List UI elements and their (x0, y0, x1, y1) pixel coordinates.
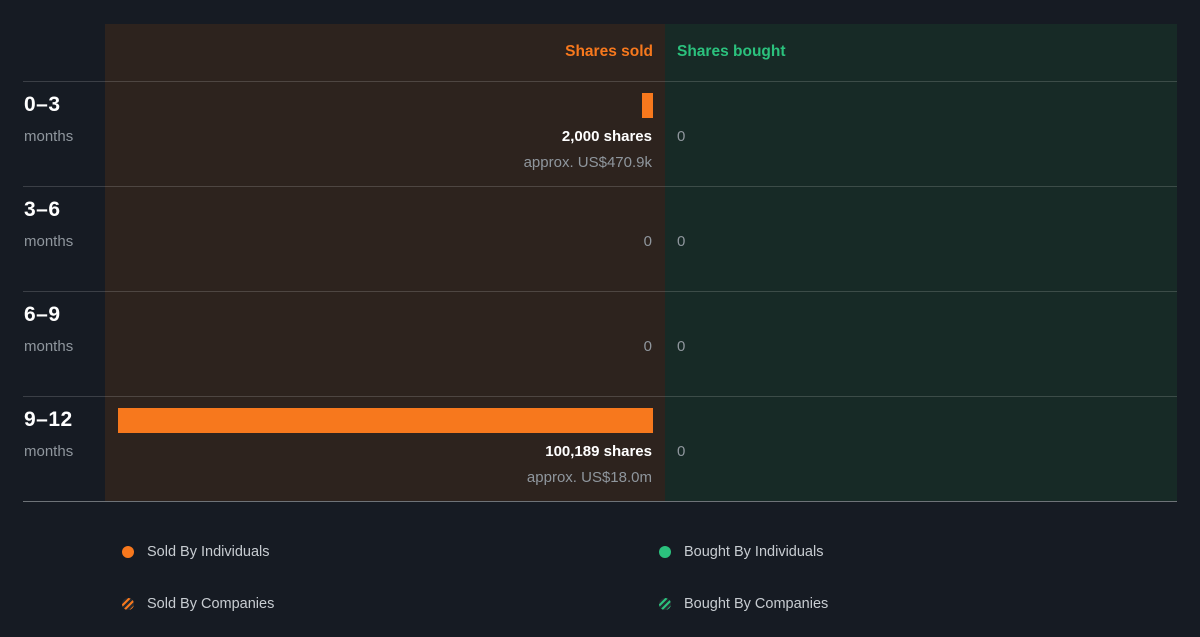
legend-item-bought-by-individuals: Bought By Individuals (659, 543, 823, 561)
legend-label: Bought By Companies (684, 596, 829, 612)
row-divider (23, 396, 1177, 397)
shares-bought-header: Shares bought (677, 43, 786, 60)
legend-item-sold-by-individuals: Sold By Individuals (122, 543, 270, 561)
row-divider (23, 81, 1177, 82)
period-unit: months (24, 128, 74, 145)
period-label-3-6-months: 3–6 months (24, 198, 104, 250)
shares-bought-column-background (665, 24, 1177, 501)
period-label-9-12-months: 9–12 months (24, 408, 104, 460)
sold-companies-hatched-dot-icon (122, 598, 134, 610)
sold-cell-6-9: 0 (105, 291, 665, 396)
period-range: 0–3 (24, 93, 61, 116)
period-unit: months (24, 338, 74, 355)
bought-cell-9-12: 0 (665, 396, 1177, 501)
sold-individuals-dot-icon (122, 546, 134, 558)
sold-shares-value: 2,000 shares (561, 128, 652, 145)
sold-cell-9-12: 100,189 shares approx. US$18.0m (105, 396, 665, 501)
bought-shares-value: 0 (677, 443, 686, 460)
period-label-6-9-months: 6–9 months (24, 303, 104, 355)
bought-companies-hatched-dot-icon (659, 598, 671, 610)
period-label-0-3-months: 0–3 months (24, 93, 104, 145)
sold-cell-0-3: 2,000 shares approx. US$470.9k (105, 81, 665, 186)
sold-approx-value: approx. US$18.0m (526, 469, 652, 486)
legend-item-sold-by-companies: Sold By Companies (122, 595, 274, 613)
chart-bottom-divider (23, 501, 1177, 502)
legend-item-bought-by-companies: Bought By Companies (659, 595, 828, 613)
legend-label: Sold By Companies (147, 596, 275, 612)
legend-label: Bought By Individuals (684, 544, 824, 560)
row-divider (23, 186, 1177, 187)
sold-approx-value: approx. US$470.9k (523, 154, 652, 171)
period-range: 6–9 (24, 303, 61, 326)
period-range: 3–6 (24, 198, 61, 221)
sold-shares-value: 100,189 shares (545, 443, 652, 460)
bought-shares-value: 0 (677, 128, 686, 145)
sold-shares-value: 0 (643, 338, 652, 355)
bought-shares-value: 0 (677, 338, 686, 355)
sold-cell-3-6: 0 (105, 186, 665, 291)
legend-label: Sold By Individuals (147, 544, 270, 560)
bought-cell-0-3: 0 (665, 81, 1177, 186)
bought-shares-value: 0 (677, 233, 686, 250)
bought-cell-6-9: 0 (665, 291, 1177, 396)
bought-individuals-dot-icon (659, 546, 671, 558)
shares-sold-header: Shares sold (565, 43, 653, 60)
sold-bar-9-12[interactable] (118, 408, 653, 433)
period-unit: months (24, 233, 74, 250)
period-unit: months (24, 443, 74, 460)
bought-cell-3-6: 0 (665, 186, 1177, 291)
sold-bar-0-3[interactable] (642, 93, 653, 118)
period-range: 9–12 (24, 408, 73, 431)
sold-shares-value: 0 (643, 233, 652, 250)
row-divider (23, 291, 1177, 292)
